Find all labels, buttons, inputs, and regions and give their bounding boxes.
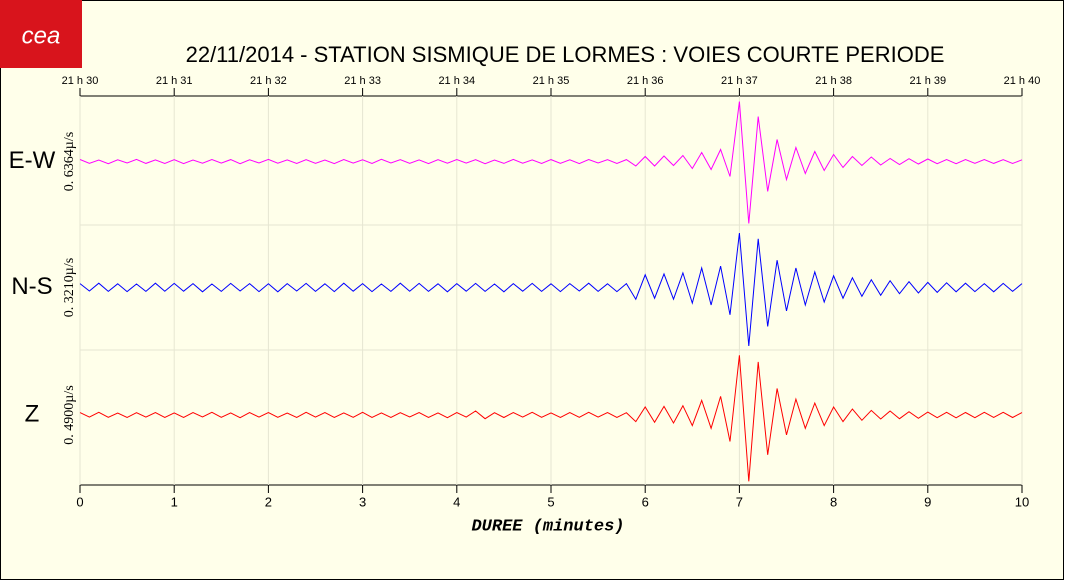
channel-label: Z	[25, 400, 40, 427]
x-tick-label: 10	[1015, 494, 1029, 509]
channel-scale: 0. 3210µ/s	[62, 258, 77, 317]
x-tick-label: 6	[642, 494, 649, 509]
x-tick-label: 9	[924, 494, 931, 509]
x-tick-label: 7	[736, 494, 743, 509]
trace	[79, 101, 1023, 224]
channel-scale: 0. 6364µ/s	[62, 132, 77, 191]
top-tick-label: 21 h 36	[627, 75, 664, 87]
x-tick-label: 1	[171, 494, 178, 509]
trace	[79, 232, 1023, 346]
logo-box	[0, 0, 82, 68]
x-tick-label: 2	[265, 494, 272, 509]
x-tick-label: 3	[359, 494, 366, 509]
x-tick-label: 0	[76, 494, 83, 509]
top-tick-label: 21 h 34	[438, 75, 475, 87]
top-tick-label: 21 h 39	[909, 75, 946, 87]
x-tick-label: 8	[830, 494, 837, 509]
top-tick-label: 21 h 31	[156, 75, 193, 87]
channel-label: N-S	[11, 273, 52, 300]
channel-label: E-W	[9, 147, 56, 174]
top-tick-label: 21 h 40	[1004, 75, 1041, 87]
top-tick-label: 21 h 30	[62, 75, 99, 87]
top-tick-label: 21 h 32	[250, 75, 287, 87]
top-tick-label: 21 h 37	[721, 75, 758, 87]
channel-scale: 0. 4900µ/s	[62, 385, 77, 444]
top-tick-label: 21 h 33	[344, 75, 381, 87]
x-tick-label: 4	[453, 494, 460, 509]
logo: cea	[22, 22, 61, 49]
top-tick-label: 21 h 38	[815, 75, 852, 87]
trace	[79, 355, 1023, 482]
chart-title: 22/11/2014 - STATION SISMIQUE DE LORMES …	[186, 42, 945, 67]
x-axis-label: DUREE (minutes)	[471, 517, 624, 536]
top-tick-label: 21 h 35	[533, 75, 570, 87]
x-tick-label: 5	[547, 494, 554, 509]
